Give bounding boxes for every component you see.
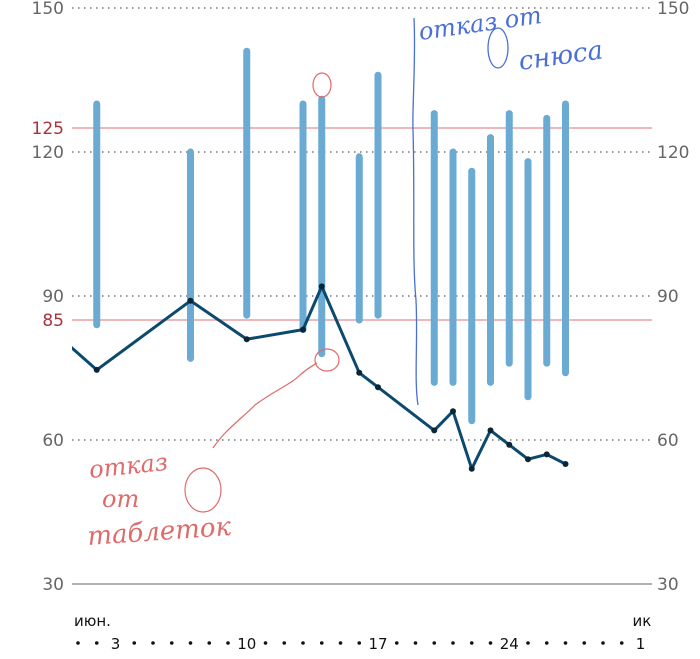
x-day-dot bbox=[413, 641, 418, 645]
x-day-dot bbox=[301, 641, 305, 645]
y-tick-left: 60 bbox=[42, 431, 64, 451]
y-tick-left: 90 bbox=[42, 287, 64, 307]
x-day-dot bbox=[432, 641, 437, 645]
line-point bbox=[562, 461, 569, 467]
y-tick-right: 60 bbox=[657, 431, 679, 451]
blue-separator-stroke bbox=[412, 17, 419, 406]
line-point bbox=[506, 441, 513, 448]
x-day-dot bbox=[582, 641, 587, 645]
x-tick-label: 10 bbox=[237, 635, 256, 653]
x-tick-label: 1 bbox=[636, 635, 646, 653]
x-tick-label: 17 bbox=[368, 635, 387, 653]
x-day-dot bbox=[226, 641, 230, 645]
line-point bbox=[450, 408, 456, 415]
x-day-dot bbox=[188, 641, 193, 645]
y-tick-left: 30 bbox=[42, 575, 64, 595]
red-circle-top bbox=[312, 72, 332, 98]
y-tick-left: 150 bbox=[32, 0, 64, 19]
red-circle-bottom bbox=[314, 348, 340, 372]
x-day-dot bbox=[619, 641, 624, 645]
red-zero-stroke bbox=[184, 467, 222, 513]
line-point bbox=[375, 384, 381, 391]
line-point bbox=[525, 456, 531, 463]
blue-annotation-line2: снюса bbox=[517, 35, 605, 76]
x-day-dot bbox=[394, 641, 399, 645]
y-tick-right: 90 bbox=[657, 287, 679, 307]
x-day-dot bbox=[451, 641, 455, 645]
line-point bbox=[431, 427, 438, 434]
red-pointer-stroke bbox=[212, 362, 318, 449]
line-point bbox=[468, 465, 475, 472]
x-day-dot bbox=[94, 641, 99, 645]
x-day-dot bbox=[526, 641, 530, 645]
x-day-dot bbox=[282, 641, 287, 645]
line-point bbox=[93, 366, 100, 373]
x-day-dot bbox=[563, 641, 568, 645]
x-day-dot bbox=[263, 641, 268, 645]
reference-label: 85 bbox=[42, 311, 64, 331]
line-point bbox=[543, 451, 550, 458]
y-tick-right: 150 bbox=[657, 0, 689, 19]
line-point bbox=[187, 297, 194, 304]
x-day-dot bbox=[544, 641, 549, 645]
range-bars bbox=[93, 47, 569, 425]
line-point bbox=[300, 326, 306, 333]
grid: 30 30 60 60 90 90 120 120 150 150 125 85 bbox=[32, 0, 690, 595]
blue-zero-stroke bbox=[487, 27, 509, 69]
x-day-dot bbox=[601, 641, 605, 645]
x-day-dot bbox=[132, 641, 137, 645]
line-point bbox=[318, 283, 325, 290]
line-series bbox=[72, 283, 569, 472]
reference-label: 125 bbox=[32, 119, 64, 139]
line-path bbox=[72, 284, 567, 471]
line-point bbox=[487, 427, 494, 434]
y-tick-right: 120 bbox=[657, 143, 689, 163]
x-day-dot bbox=[357, 641, 362, 645]
y-tick-left: 120 bbox=[32, 143, 64, 163]
x-month-label: ик bbox=[633, 612, 652, 630]
red-annotation-line2: от bbox=[102, 485, 139, 513]
red-annotation-line3: таблеток bbox=[86, 512, 232, 552]
x-day-dot bbox=[319, 641, 324, 645]
x-tick-label: 3 bbox=[111, 635, 121, 653]
y-tick-right: 30 bbox=[657, 575, 679, 595]
x-axis: 3 10 17 24 1 июн. ик bbox=[74, 612, 651, 653]
x-month-label: июн. bbox=[74, 612, 111, 630]
line-point bbox=[243, 336, 250, 343]
x-day-dot bbox=[338, 641, 343, 645]
line-point bbox=[356, 369, 363, 376]
x-day-dot bbox=[207, 641, 212, 645]
x-day-dot bbox=[76, 641, 80, 645]
x-tick-label: 24 bbox=[500, 635, 519, 653]
x-day-dot bbox=[488, 641, 493, 645]
x-day-dot bbox=[169, 641, 174, 645]
red-annotation-line1: отказ bbox=[88, 448, 169, 484]
x-day-dot bbox=[469, 641, 474, 645]
x-day-dot bbox=[151, 641, 155, 645]
